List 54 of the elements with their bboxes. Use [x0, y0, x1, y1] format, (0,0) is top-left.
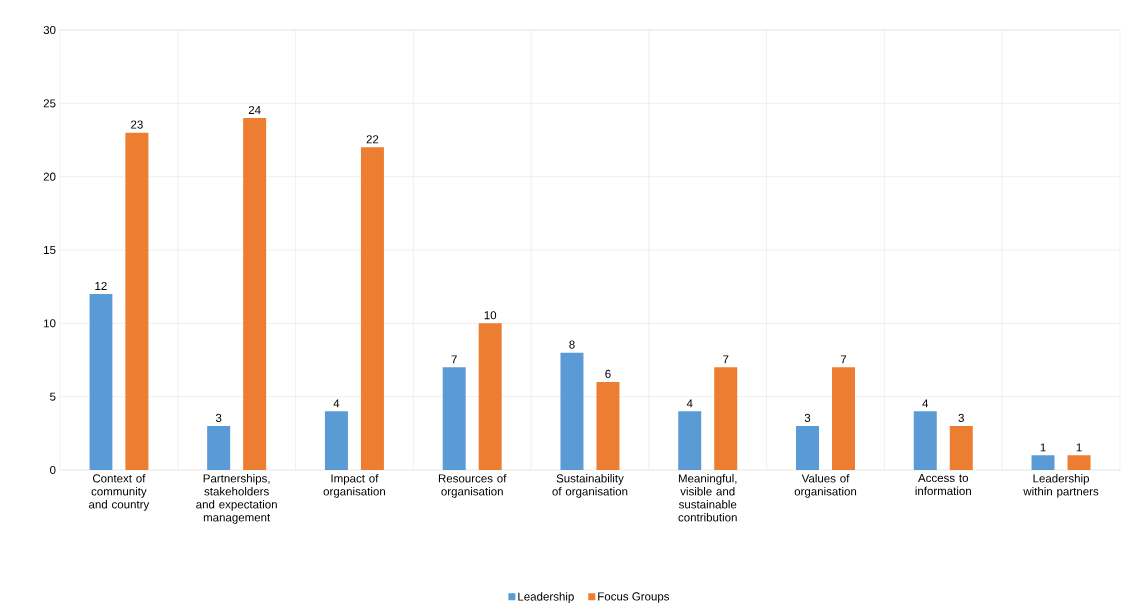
data-label: 3: [215, 413, 222, 422]
bar: [714, 367, 738, 470]
y-tick-label: 0: [50, 465, 56, 475]
x-tick-label: Resources of organisation: [438, 474, 507, 498]
data-label: 4: [333, 399, 340, 408]
x-tick-label: Partnerships, stakeholders and expectation management: [196, 474, 277, 524]
x-tick-label: Impact of organisation: [323, 474, 385, 498]
y-tick-label: 5: [50, 392, 56, 401]
bar: [913, 411, 937, 470]
data-label: 6: [605, 369, 611, 378]
bar: [442, 367, 466, 470]
bar: [1067, 455, 1091, 470]
legend-label: Leadership: [518, 592, 574, 603]
legend-label: Focus Groups: [598, 592, 670, 603]
bar: [678, 411, 702, 470]
data-label: 1: [1040, 443, 1046, 452]
bar: [596, 382, 620, 470]
x-tick-label: Access to information: [915, 474, 971, 496]
data-label: 7: [451, 355, 457, 364]
data-label: 7: [723, 355, 729, 364]
bar: [949, 426, 973, 470]
x-tick-label: Meaningful, visible and sustainable contribution: [678, 474, 737, 522]
data-label: 3: [958, 413, 964, 422]
x-tick-label: Context of community and country: [89, 474, 150, 511]
bar: [324, 411, 348, 470]
y-tick-label: 15: [44, 245, 56, 255]
x-tick-label: Sustainability of organisation: [552, 474, 628, 498]
x-tick-label: Leadership within partners: [1023, 474, 1099, 498]
bar: [832, 367, 855, 470]
bar: [125, 132, 149, 470]
data-label: 10: [484, 311, 497, 320]
data-label: 8: [569, 340, 575, 349]
bar: [1031, 455, 1055, 470]
bar: [207, 426, 231, 470]
bar: [89, 294, 113, 470]
y-tick-label: 20: [43, 172, 56, 181]
data-label: 22: [366, 135, 379, 144]
x-tick-label: Values of organisation: [794, 474, 857, 498]
bar: [796, 426, 819, 470]
data-label: 3: [804, 413, 811, 422]
bar: [478, 323, 502, 470]
data-label: 12: [95, 281, 107, 290]
bar: [560, 352, 584, 470]
bar: [360, 147, 384, 470]
y-tick-label: 10: [44, 319, 56, 328]
data-label: 24: [248, 105, 261, 114]
data-label: 7: [840, 355, 847, 364]
y-tick-label: 30: [43, 25, 56, 35]
data-label: 23: [131, 120, 143, 129]
bar: [243, 118, 267, 470]
data-label: 1: [1076, 443, 1082, 452]
data-label: 4: [922, 399, 929, 408]
data-label: 4: [686, 399, 693, 408]
y-tick-label: 25: [43, 99, 56, 108]
